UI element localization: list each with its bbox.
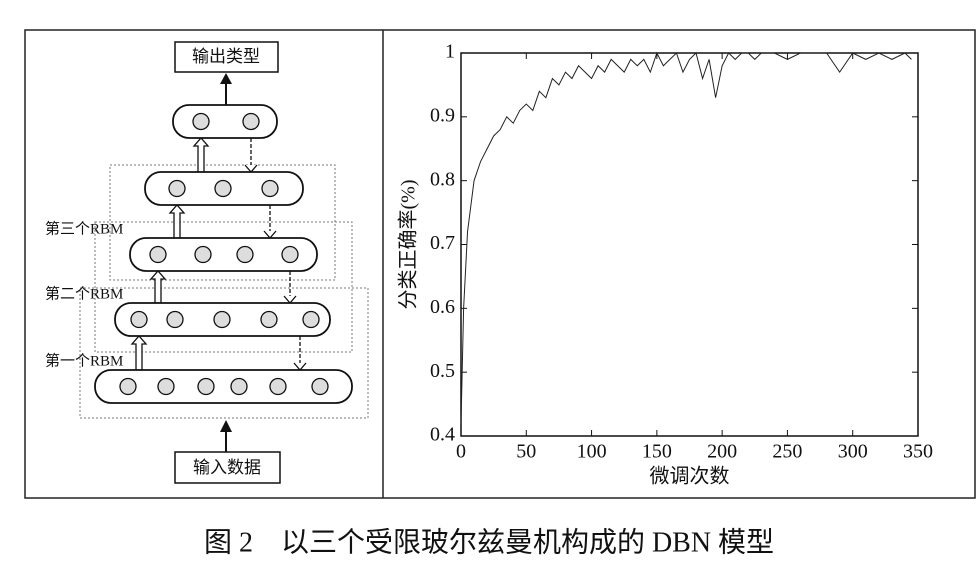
line [460,51,912,424]
frame [24,29,976,499]
x-tick-label: 200 [707,441,737,463]
node [269,377,287,396]
x-tick-label: 50 [516,441,536,463]
output-box [174,41,279,73]
up-arrow [130,335,148,371]
rbm-label: 第二个RBM [45,284,123,302]
node [236,245,254,264]
layer [129,237,318,272]
rbm-box [79,287,369,419]
up-arrow [168,204,186,239]
down-arrowhead [293,362,307,371]
node [214,179,232,198]
down-arrowhead [263,230,277,239]
y-tick-label: 1 [445,41,455,63]
x-tick-label: 350 [903,441,933,463]
y-tick-label: 0.9 [430,104,455,126]
down-arrowhead [244,164,258,173]
input-label: 输入数据 [193,458,261,478]
node [311,377,329,396]
y-axis-label: 分类正确率(%) [397,180,420,310]
node [261,179,279,198]
output-label: 输出类型 [192,47,260,67]
layer [172,104,278,139]
node [157,377,175,396]
node [197,377,215,396]
caption: 图 2 以三个受限玻尔兹曼机构成的 DBN 模型 [204,526,774,558]
node [194,245,212,264]
rbm-box [109,164,336,281]
node [166,310,184,329]
node [281,245,299,264]
y-tick-label: 0.8 [430,168,455,190]
dbn-diagram: 输出类型 输入数据 第三个RBM 第二个RBM 第一个RBM [45,41,369,484]
node [213,310,231,329]
y-tick-label: 0.6 [430,296,455,318]
node [192,112,210,131]
x-tick-label: 300 [838,441,868,463]
node [230,377,248,396]
y-tick-label: 0.7 [430,232,455,254]
arrowhead [220,420,232,432]
node [130,310,148,329]
layer [94,369,353,404]
arrowhead [220,73,232,84]
down-arrowhead [283,295,297,304]
rbm-box [94,221,353,353]
x-tick-label: 0 [456,441,466,463]
x-tick-label: 100 [577,441,607,463]
x-tick-label: 250 [772,441,802,463]
node [302,310,320,329]
rbm-label: 第三个RBM [45,219,123,237]
node [260,310,278,329]
rbm-label: 第一个RBM [45,351,123,369]
node [119,377,137,396]
node [242,112,260,131]
node [168,179,186,198]
plot-frame [460,52,919,437]
node [149,245,167,264]
y-tick-label: 0.5 [430,360,455,382]
y-tick-label: 0.4 [430,424,455,446]
up-arrow [149,270,167,304]
up-arrow [192,137,210,173]
input-box [174,451,281,484]
x-tick-label: 150 [642,441,672,463]
x-axis-label: 微调次数 [650,465,730,488]
